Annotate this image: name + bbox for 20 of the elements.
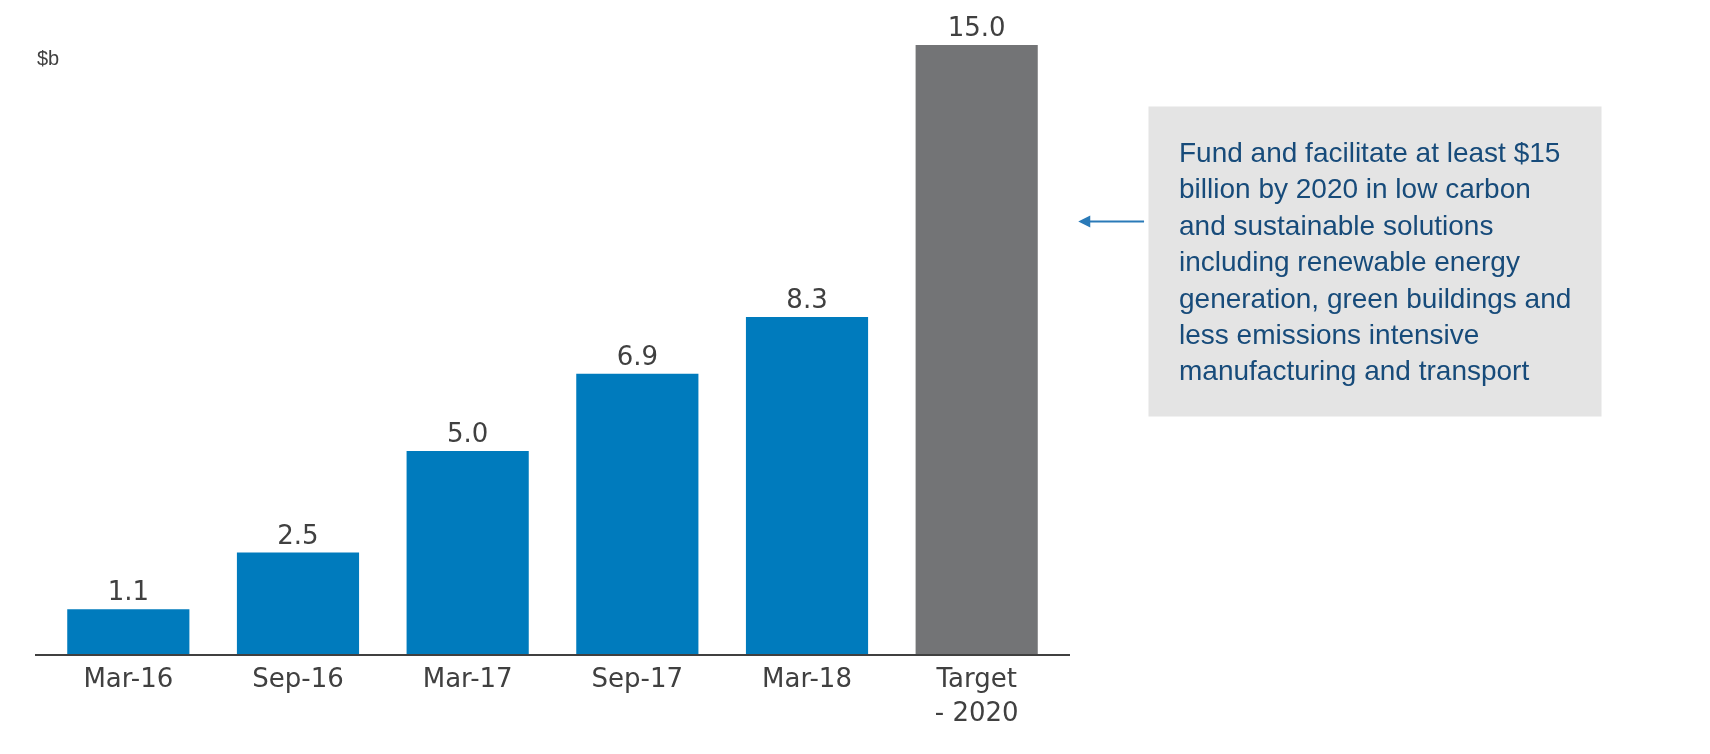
bar [236, 552, 360, 654]
text: Fund and facilitate at least $15 billion by 2020 in low carbon and sustainable solutions including renewable energy generation, green buildings and less emissions intensive manufacturing and transport [1179, 137, 1572, 387]
x-tick-label: Mar-18 [762, 662, 852, 693]
x-tick-label: Mar-16 [83, 662, 174, 693]
bar [406, 451, 529, 654]
data-label: 2.5 [277, 519, 319, 550]
data-label: 15.0 [947, 12, 1006, 42]
data-label: 5.0 [446, 418, 489, 448]
y-axis-title: $b [37, 47, 60, 69]
data-label: 6.9 [616, 340, 659, 371]
bar [915, 45, 1038, 654]
data-label: 1.1 [107, 576, 149, 607]
data-label: 8.3 [786, 284, 828, 315]
x-tick-label: Sep-16 [252, 662, 344, 693]
bar [576, 373, 699, 654]
x-tick-label: Sep-17 [591, 662, 684, 693]
x-tick-label: Target - 2020 [934, 662, 1019, 727]
x-tick-label: Mar-17 [422, 662, 513, 693]
bar [745, 317, 869, 654]
bar [67, 609, 190, 654]
